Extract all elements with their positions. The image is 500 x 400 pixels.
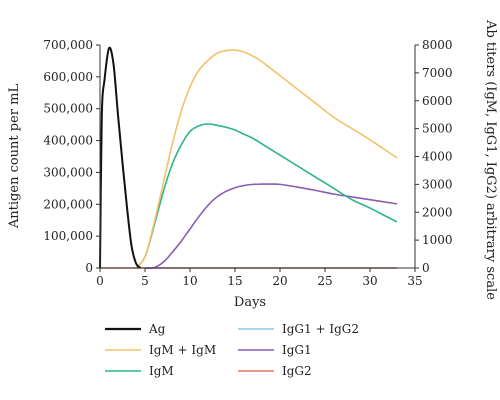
y-right-tick-label: 4000 [422, 150, 453, 164]
y-right-tick-label: 8000 [422, 38, 453, 52]
x-tick-label: 0 [96, 274, 104, 288]
ticks-layer: 0 5 10 15 20 25 30 350100,000200,000300,000400,… [43, 38, 452, 288]
y-axis-left-title: Antigen count per mL [7, 84, 22, 230]
y-left-tick-label: 200,000 [43, 197, 93, 211]
y-left-tick-label: 700,000 [43, 38, 93, 52]
y-left-tick-label: 600,000 [43, 70, 93, 84]
x-tick-label: 20 [272, 274, 287, 288]
x-tick-label: 30 [362, 274, 377, 288]
y-right-tick-label: 5000 [422, 122, 453, 136]
x-axis-title: Days [234, 295, 266, 310]
legend: Ag IgM + IgM IgM IgG1 + IgG2 IgG1 IgG2 [105, 322, 359, 378]
y-left-tick-label: 400,000 [43, 134, 93, 148]
legend-label-ag: Ag [148, 322, 166, 336]
series-line-igg1 [144, 183, 398, 270]
y-right-tick-label: 3000 [422, 177, 453, 191]
y-right-tick-label: 2000 [422, 205, 453, 219]
x-tick-label: 10 [182, 274, 197, 288]
y-left-tick-label: 0 [85, 261, 93, 275]
legend-label-igm-igm: IgM + IgM [149, 343, 216, 357]
y-axis-right-title: Ab titers (IgM, IgG1, IgG2) arbitrary sc… [483, 19, 498, 300]
series-line-igm [135, 123, 398, 269]
x-tick-label: 15 [227, 274, 242, 288]
series-line-igm-igm [135, 49, 398, 269]
x-tick-label: 25 [317, 274, 332, 288]
y-left-tick-label: 300,000 [43, 165, 93, 179]
y-right-tick-label: 7000 [422, 66, 453, 80]
axes-layer [99, 45, 416, 269]
y-left-tick-label: 100,000 [43, 229, 93, 243]
series-line-ag [99, 46, 142, 269]
series-layer [99, 46, 398, 270]
legend-label-igg2: IgG2 [282, 364, 312, 378]
y-right-tick-label: 1000 [422, 233, 453, 247]
y-right-tick-label: 6000 [422, 94, 453, 108]
legend-label-igm: IgM [149, 364, 174, 378]
x-tick-label: 5 [141, 274, 149, 288]
y-left-tick-label: 500,000 [43, 102, 93, 116]
legend-label-igg1: IgG1 [282, 343, 312, 357]
x-tick-label: 35 [407, 274, 422, 288]
legend-label-igg1-igg2: IgG1 + IgG2 [282, 322, 359, 336]
y-right-tick-label: 0 [422, 261, 430, 275]
